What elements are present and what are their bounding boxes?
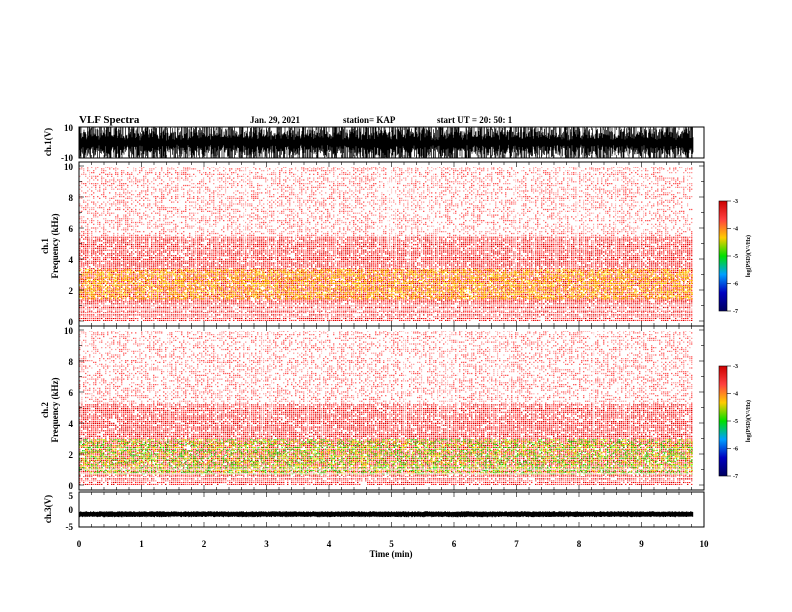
ch2-ytick-0: 0 bbox=[69, 481, 74, 491]
colorbar-tick-label--7: -7 bbox=[733, 309, 738, 315]
time-tick-label-3: 3 bbox=[264, 539, 269, 549]
spectrogram-speckle bbox=[79, 236, 693, 321]
ch2-ytick-10: 10 bbox=[64, 326, 74, 336]
ch1-channel-label: ch.1 bbox=[40, 238, 50, 254]
ch1-colorbar-gradient bbox=[718, 200, 728, 312]
start-time-label: start UT = 20: 50: 1 bbox=[437, 115, 513, 125]
ch2-spectrogram-image bbox=[79, 331, 693, 485]
colorbar-tick-label--6: -6 bbox=[733, 447, 738, 453]
spectrogram-speckle bbox=[79, 404, 693, 485]
ch3-waveform-ticks bbox=[78, 492, 705, 527]
ch2-spectrogram-panel: 0 2 4 6 8 10 ch.2 Frequency (kHz) bbox=[40, 325, 705, 491]
ch1-spectrogram-panel: 0 2 4 6 8 10 ch.1 Frequency (kHz) bbox=[40, 161, 705, 327]
colorbar-tick-label--3: -3 bbox=[733, 364, 738, 370]
ch1-colorbar: -3 -4 -5 -6 -7 log(PSD)(V²/Hz) bbox=[718, 199, 752, 315]
time-tick-label-4: 4 bbox=[327, 539, 332, 549]
ch2-ytick-6: 6 bbox=[69, 388, 74, 398]
spectrogram-intense-band bbox=[79, 439, 693, 475]
date-label: Jan. 29, 2021 bbox=[250, 115, 301, 125]
ch3-ytick-mid: 0 bbox=[69, 505, 74, 515]
ch1-ytick-10: 10 bbox=[64, 162, 74, 172]
ch2-ytick-2: 2 bbox=[69, 450, 74, 460]
ch2-frequency-ylabel: Frequency (kHz) bbox=[50, 377, 60, 442]
station-label: station= KAP bbox=[343, 115, 396, 125]
spectrogram-speckle bbox=[79, 167, 693, 321]
ch3-ytick-bottom: -5 bbox=[66, 522, 74, 532]
time-axis-tick-labels: 0 1 2 3 4 5 6 7 8 9 10 bbox=[77, 539, 709, 549]
ch3-ytick-top: 5 bbox=[69, 491, 74, 501]
ch1-waveform-panel: 10 -10 ch.1(V) bbox=[43, 123, 705, 163]
ch1-ytick-4: 4 bbox=[69, 255, 74, 265]
time-tick-label-9: 9 bbox=[639, 539, 644, 549]
colorbar-tick-label--5: -5 bbox=[733, 254, 738, 260]
time-tick-label-10: 10 bbox=[700, 539, 710, 549]
ch1-ytick-2: 2 bbox=[69, 286, 74, 296]
ch3-waveform-panel: 5 0 -5 ch.3(V) bbox=[43, 491, 705, 532]
ch2-freq-tick-labels: 0 2 4 6 8 10 bbox=[64, 326, 74, 491]
time-tick-label-8: 8 bbox=[577, 539, 582, 549]
ch1-ytick-0: 0 bbox=[69, 317, 74, 327]
ch1-frequency-ylabel: Frequency (kHz) bbox=[50, 213, 60, 278]
ch1-waveform-ticks bbox=[78, 127, 705, 158]
spectrogram-intense-band bbox=[79, 439, 693, 475]
ch2-ytick-8: 8 bbox=[69, 357, 74, 367]
ch1-colorbar-label: log(PSD)(V²/Hz) bbox=[745, 235, 752, 277]
ch2-colorbar-gradient bbox=[718, 365, 728, 477]
spectrogram-speckle bbox=[79, 236, 693, 321]
colorbar-tick-label--4: -4 bbox=[733, 227, 738, 233]
spectrogram-intense-band bbox=[79, 439, 693, 475]
ch1-freq-tick-labels: 0 2 4 6 8 10 bbox=[64, 162, 74, 327]
spectrogram-speckle bbox=[79, 167, 693, 236]
colorbar-tick-label--5: -5 bbox=[733, 419, 738, 425]
time-tick-label-7: 7 bbox=[514, 539, 519, 549]
colorbar-tick-label--3: -3 bbox=[733, 199, 738, 205]
time-tick-label-1: 1 bbox=[139, 539, 144, 549]
ch1-spectrogram-image bbox=[79, 167, 693, 321]
colorbar-tick-label--7: -7 bbox=[733, 474, 738, 480]
ch1-ytick-bottom: -10 bbox=[61, 153, 73, 163]
ch1-waveform-line bbox=[79, 127, 694, 158]
time-axis-label: Time (min) bbox=[369, 549, 412, 559]
spectrogram-gap-streaks bbox=[89, 167, 689, 278]
ch3-waveform-ylabel: ch.3(V) bbox=[43, 495, 53, 523]
ch3-waveform-line bbox=[78, 511, 694, 518]
time-tick-label-6: 6 bbox=[452, 539, 457, 549]
ch1-ytick-8: 8 bbox=[69, 193, 74, 203]
ch1-ytick-6: 6 bbox=[69, 224, 74, 234]
ch2-colorbar-label: log(PSD)(V²/Hz) bbox=[745, 400, 752, 442]
ch2-colorbar-ticks: -3 -4 -5 -6 -7 bbox=[727, 364, 738, 480]
colorbar-tick-label--6: -6 bbox=[733, 282, 738, 288]
ch2-channel-label: ch.2 bbox=[40, 402, 50, 418]
colorbar-tick-label--4: -4 bbox=[733, 392, 738, 398]
ch1-waveform-trace bbox=[79, 127, 694, 158]
ch1-colorbar-ticks: -3 -4 -5 -6 -7 bbox=[727, 199, 738, 315]
spectrogram-gap-streaks bbox=[80, 331, 690, 445]
ch2-colorbar: -3 -4 -5 -6 -7 log(PSD)(V²/Hz) bbox=[718, 364, 752, 480]
ch1-waveform-ylabel: ch.1(V) bbox=[43, 128, 53, 156]
time-tick-label-0: 0 bbox=[77, 539, 82, 549]
ch2-ytick-4: 4 bbox=[69, 419, 74, 429]
time-tick-label-2: 2 bbox=[202, 539, 207, 549]
spectrogram-intense-band bbox=[79, 269, 693, 300]
ch3-waveform-trace bbox=[78, 511, 694, 518]
time-tick-label-5: 5 bbox=[389, 539, 394, 549]
figure-title: VLF Spectra bbox=[79, 114, 140, 126]
ch1-ytick-top: 10 bbox=[64, 123, 74, 133]
ch3-waveform-frame bbox=[78, 491, 705, 528]
spectrogram-speckle bbox=[79, 404, 693, 485]
spectrogram-speckle bbox=[79, 331, 693, 404]
ch2-spectrogram-ticks bbox=[78, 326, 705, 490]
spectrogram-speckle bbox=[79, 331, 693, 485]
